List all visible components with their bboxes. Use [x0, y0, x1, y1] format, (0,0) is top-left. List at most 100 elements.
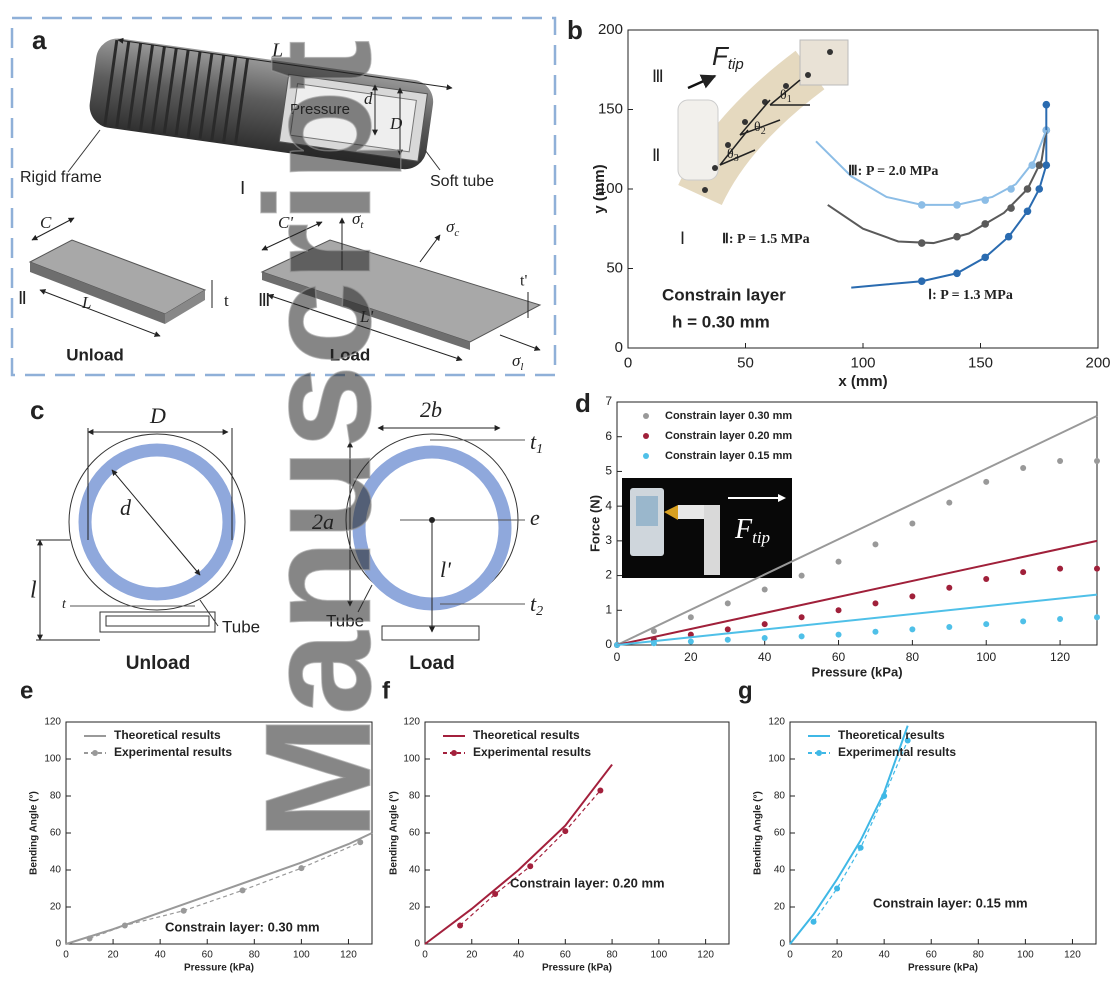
y-tick-label: 100	[768, 754, 785, 765]
stage-label: Ⅱ	[18, 288, 27, 308]
x-tick-label: 80	[906, 650, 920, 664]
outer-circle	[69, 434, 245, 610]
x-tick-label: 60	[832, 650, 846, 664]
subscript: tip	[752, 528, 770, 547]
data-point	[122, 923, 128, 929]
data-point	[946, 624, 952, 630]
dim-label: t	[62, 597, 67, 612]
x-tick-label: 50	[737, 354, 754, 371]
x-axis-label: x (mm)	[838, 373, 887, 390]
panel-label: a	[32, 25, 47, 55]
y-axis-label: Bending Angle (°)	[29, 791, 40, 875]
legend-label: Theoretical results	[838, 728, 945, 742]
subscript: tip	[728, 56, 744, 73]
x-tick-label: 100	[293, 950, 310, 961]
legend-label: Experimental results	[473, 745, 591, 759]
x-tick-label: 100	[976, 650, 996, 664]
stress-label: σl	[512, 351, 523, 373]
dim-label: t	[224, 291, 229, 310]
x-tick-label: 60	[560, 950, 572, 961]
y-tick-label: 100	[44, 754, 61, 765]
y-tick-label: 5	[605, 464, 612, 478]
data-point	[836, 559, 842, 565]
dim-label: t1	[530, 429, 543, 457]
x-tick-label: 200	[1085, 354, 1110, 371]
data-point	[1020, 618, 1026, 624]
dimension-line	[32, 218, 74, 240]
y-tick-label: 120	[44, 717, 61, 728]
dim-label: l	[30, 578, 37, 604]
x-tick-label: 0	[787, 950, 793, 961]
dim-label: L	[81, 293, 91, 312]
dim-label: 2b	[420, 397, 442, 422]
legend-label: Theoretical results	[473, 728, 580, 742]
data-point	[983, 479, 989, 485]
legend-label: Constrain layer 0.20 mm	[665, 430, 792, 442]
data-point	[858, 845, 864, 851]
legend-label: Experimental results	[838, 745, 956, 759]
dim-label: C	[40, 213, 52, 232]
x-tick-label: 120	[1050, 650, 1070, 664]
dim-label: t2	[530, 591, 543, 619]
data-point	[909, 521, 915, 527]
stress-arrow	[420, 235, 440, 262]
legend-marker	[92, 750, 98, 756]
panel-label: e	[20, 677, 33, 704]
x-tick-label: 0	[63, 950, 69, 961]
data-point	[1020, 465, 1026, 471]
dim-label: e	[530, 505, 540, 530]
x-axis-label: Pressure (kPa)	[908, 963, 978, 974]
finger	[704, 505, 720, 575]
series-label: Ⅰ: P = 1.3 MPa	[928, 288, 1013, 303]
stress-label: σc	[446, 217, 459, 239]
x-tick-label: 20	[466, 950, 478, 961]
data-point	[1020, 569, 1026, 575]
x-tick-label: 120	[697, 950, 714, 961]
annotation: h = 0.30 mm	[672, 312, 770, 331]
x-tick-label: 40	[155, 950, 167, 961]
series-line	[425, 765, 612, 944]
legend-marker	[451, 750, 457, 756]
annotation: Constrain layer: 0.20 mm	[510, 875, 665, 890]
stage-label: Ⅱ	[652, 146, 660, 165]
data-point	[811, 919, 817, 925]
x-axis-label: Pressure (kPa)	[542, 963, 612, 974]
force-label: Ftip	[712, 41, 744, 73]
y-tick-label: 20	[774, 902, 786, 913]
x-tick-label: 40	[758, 650, 772, 664]
data-point	[836, 607, 842, 613]
y-tick-label: 40	[774, 865, 786, 876]
x-axis-label: Pressure (kPa)	[184, 963, 254, 974]
data-point	[881, 793, 887, 799]
data-point	[562, 828, 568, 834]
leader-line	[68, 130, 100, 172]
legend-marker	[643, 413, 649, 419]
subscript: 3	[734, 153, 739, 164]
data-point	[909, 626, 915, 632]
subscript: 1	[536, 442, 543, 457]
stage-label: Ⅲ	[652, 67, 664, 86]
y-tick-label: 0	[605, 637, 612, 651]
data-point	[983, 576, 989, 582]
data-point	[762, 635, 768, 641]
data-point	[946, 585, 952, 591]
data-point	[872, 541, 878, 547]
figure: a L Pressure d D Rigid frame Soft tube Ⅰ	[0, 0, 1113, 981]
y-tick-label: 3	[605, 533, 612, 547]
panel-label: c	[30, 395, 44, 425]
y-tick-label: 60	[409, 828, 421, 839]
data-point	[492, 891, 498, 897]
leader-line	[425, 150, 440, 170]
data-point	[688, 639, 694, 645]
data-point	[946, 500, 952, 506]
x-tick-label: 150	[968, 354, 993, 371]
y-tick-label: 80	[774, 791, 786, 802]
data-point	[87, 935, 93, 941]
y-tick-label: 60	[774, 828, 786, 839]
force-arrow	[688, 76, 715, 88]
data-point	[1094, 566, 1100, 572]
series-label: Ⅲ: P = 2.0 MPa	[848, 164, 938, 179]
legend-label: Constrain layer 0.30 mm	[665, 410, 792, 422]
y-tick-label: 7	[605, 394, 612, 408]
subscript: 1	[787, 94, 792, 105]
